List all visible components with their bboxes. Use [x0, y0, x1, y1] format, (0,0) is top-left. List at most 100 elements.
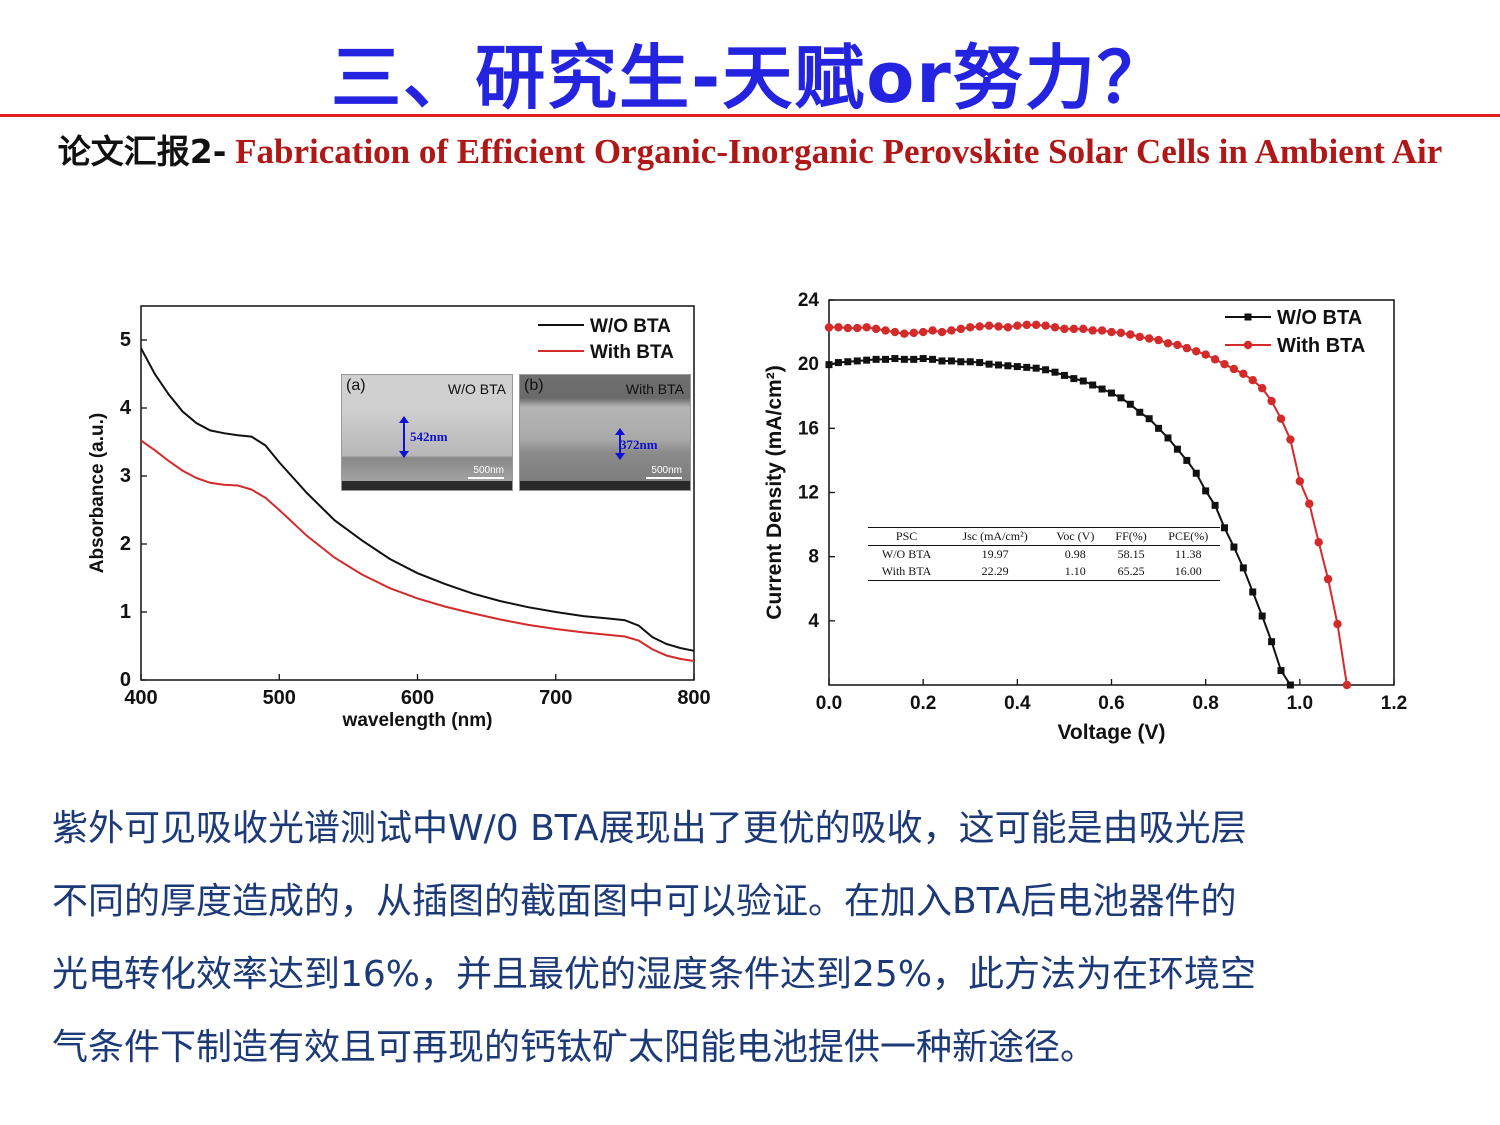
data-point	[1249, 588, 1257, 596]
data-point	[863, 356, 871, 364]
data-point	[1164, 434, 1172, 442]
y-tick-label: 24	[798, 290, 820, 311]
data-point	[1051, 368, 1059, 376]
y-tick-label: 5	[120, 329, 131, 351]
data-point	[957, 358, 965, 366]
data-point	[834, 359, 842, 367]
data-point	[1229, 364, 1239, 374]
data-point	[1145, 415, 1153, 423]
legend-marker	[1244, 313, 1252, 321]
data-point	[1013, 321, 1022, 330]
x-tick-label: 0.2	[910, 693, 936, 714]
data-point	[1116, 328, 1126, 338]
x-tick-label: 0.0	[816, 693, 842, 714]
y-tick-label: 1	[120, 601, 131, 623]
data-point	[984, 321, 994, 330]
table-header: Voc (V)	[1056, 529, 1095, 543]
series-line-1	[140, 347, 695, 652]
data-point	[1060, 371, 1068, 379]
table-cell: 16.00	[1174, 564, 1202, 578]
y-tick-label: 16	[798, 418, 819, 439]
data-point	[1069, 324, 1079, 334]
paper-title: Fabrication of Efficient Organic-Inorgan…	[226, 132, 1443, 171]
data-point	[1136, 408, 1144, 416]
data-point	[891, 355, 899, 363]
table-header: PSC	[895, 529, 918, 543]
data-point	[824, 323, 834, 332]
data-point	[929, 355, 937, 363]
series-line-1	[828, 357, 1292, 686]
table-cell: 1.10	[1064, 564, 1086, 578]
data-point	[994, 322, 1003, 331]
data-point	[1257, 384, 1267, 393]
x-tick-label: 0.4	[1004, 693, 1031, 714]
inset-a-arrow	[399, 416, 409, 458]
data-point	[938, 357, 946, 365]
y-tick-label: 4	[808, 611, 819, 632]
data-point	[1192, 469, 1200, 477]
summary-line: 气条件下制造有效且可再现的钙钛矿太阳能电池提供一种新途径。	[52, 1027, 1097, 1068]
x-tick-label: 500	[263, 687, 296, 709]
data-point	[1221, 524, 1228, 532]
data-point	[1267, 396, 1276, 406]
x-tick-label: 700	[539, 687, 572, 709]
data-point	[1042, 366, 1050, 374]
data-point	[1097, 326, 1107, 335]
table-cell: 0.98	[1064, 547, 1086, 561]
data-point	[1342, 680, 1352, 690]
data-point	[976, 359, 984, 367]
data-point	[1183, 456, 1191, 464]
x-tick-label: 1.0	[1287, 693, 1313, 714]
x-tick-label: 1.2	[1381, 693, 1407, 714]
data-point	[853, 323, 862, 333]
y-tick-label: 2	[120, 533, 131, 555]
data-point	[1023, 363, 1031, 371]
data-point	[1268, 638, 1276, 646]
inset-b-arrow	[615, 428, 625, 460]
data-point	[843, 323, 853, 333]
x-axis-label: Voltage (V)	[1057, 721, 1165, 744]
inset-b-scalebar	[646, 477, 682, 479]
data-point	[1060, 324, 1069, 334]
data-point	[985, 360, 993, 368]
table-cell: W/O BTA	[881, 547, 932, 561]
data-point	[1088, 326, 1097, 335]
data-point	[1144, 334, 1154, 343]
data-point	[1126, 330, 1135, 339]
data-point	[1182, 343, 1192, 353]
data-point	[966, 323, 975, 332]
y-tick-label: 4	[120, 397, 132, 419]
data-point	[1050, 323, 1060, 332]
slide-title: 三、研究生-天赋or努力？	[331, 37, 1169, 119]
sem-inset-b: (b) With BTA 372nm 500nm	[519, 374, 691, 491]
x-axis-label: wavelength (nm)	[342, 710, 493, 731]
inset-a-scalebar	[468, 477, 504, 479]
data-point	[918, 327, 928, 337]
data-point	[1210, 355, 1220, 364]
legend-label: With BTA	[1277, 335, 1365, 357]
table-cell: 58.15	[1117, 547, 1145, 561]
x-tick-label: 0.6	[1098, 693, 1124, 714]
data-point	[947, 357, 955, 365]
series-line-2	[828, 323, 1348, 686]
data-point	[1239, 564, 1247, 572]
data-point	[947, 326, 956, 335]
table-row: With BTA 22.29 1.10 65.25 16.00	[868, 563, 1220, 581]
y-tick-label: 0	[120, 669, 131, 691]
summary-line: 紫外可见吸收光谱测试中W/0 BTA展现出了更优的吸收，这可能是由吸光层	[52, 808, 1247, 849]
data-point	[825, 361, 833, 369]
x-tick-label: 0.8	[1192, 693, 1218, 714]
data-point	[1041, 321, 1050, 330]
data-point	[1089, 381, 1097, 389]
summary-line: 光电转化效率达到16%，并且最优的湿度条件达到25%，此方法为在环境空	[52, 954, 1257, 995]
data-point	[1098, 385, 1106, 393]
table-cell: 19.97	[981, 547, 1009, 561]
data-point	[1107, 327, 1116, 337]
data-point	[872, 355, 880, 363]
legend-marker	[1243, 340, 1253, 350]
data-point	[1305, 499, 1314, 508]
data-point	[956, 324, 966, 334]
data-point	[1286, 681, 1294, 689]
data-point	[882, 355, 889, 363]
data-point	[1022, 320, 1031, 330]
